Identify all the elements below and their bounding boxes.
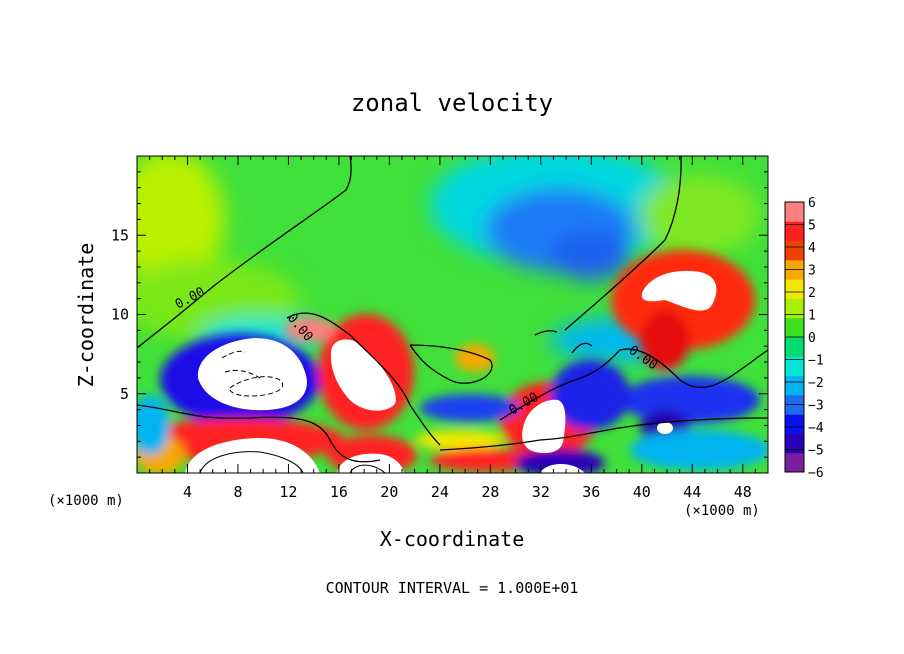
colorbar-label: 3	[808, 264, 816, 279]
x-multiplier-left: (×1000 m)	[48, 493, 124, 509]
colorbar-label: −5	[808, 444, 824, 459]
velocity-field: 0.00 0.00 0.00 0.00	[137, 156, 768, 473]
colorbar-label: 0	[808, 331, 816, 346]
colorbar-swatch	[785, 279, 804, 299]
x-tick-label: 8	[233, 483, 242, 501]
x-tick-label: 28	[481, 483, 499, 501]
colorbar-swatch	[785, 240, 804, 261]
colorbar-label: −3	[808, 399, 824, 414]
x-tick-label: 20	[380, 483, 398, 501]
colorbar-label: 2	[808, 286, 816, 301]
x-tick-label: 44	[683, 483, 701, 501]
colorbar-swatch	[785, 375, 804, 396]
colorbar-label: −1	[808, 354, 824, 369]
x-multiplier-right: (×1000 m)	[684, 503, 760, 519]
x-axis-label: X-coordinate	[380, 527, 525, 551]
x-tick-label: 36	[582, 483, 600, 501]
colorbar-swatch	[785, 317, 804, 338]
colorbar-swatch	[785, 337, 804, 357]
colorbar-swatch	[785, 433, 804, 454]
y-axis-label: Z-coordinate	[74, 243, 98, 388]
x-tick-label: 4	[183, 483, 192, 501]
colorbar: 6 5 4 3 2 1 0 −1 −2 −3 −4 −5 −6	[784, 196, 824, 481]
colorbar-label: 6	[808, 196, 816, 211]
y-tick-label: 5	[120, 385, 129, 403]
colorbar-label: 4	[808, 241, 816, 256]
colorbar-swatch	[785, 356, 804, 377]
x-tick-label: 40	[633, 483, 651, 501]
x-tick-label: 32	[532, 483, 550, 501]
colorbar-swatch	[785, 202, 804, 222]
colorbar-swatch	[785, 452, 804, 473]
colorbar-label: 1	[808, 309, 816, 324]
colorbar-swatch	[785, 221, 804, 242]
colorbar-label: −4	[808, 421, 824, 436]
colorbar-swatch	[785, 298, 804, 319]
x-tick-label: 16	[330, 483, 348, 501]
contour-interval-footer: CONTOUR INTERVAL = 1.000E+01	[326, 579, 579, 597]
x-axis: 4 8 12 16 20 24 28 32 36 40 44 48	[149, 156, 756, 501]
colorbar-swatch	[785, 414, 804, 434]
colorbar-label: −2	[808, 376, 824, 391]
y-tick-label: 15	[111, 226, 129, 244]
x-tick-label: 48	[734, 483, 752, 501]
chart-title: zonal velocity	[351, 89, 553, 117]
x-tick-label: 12	[279, 483, 297, 501]
colorbar-label: −6	[808, 466, 824, 481]
colorbar-label: 5	[808, 219, 816, 234]
y-tick-label: 10	[111, 306, 129, 324]
x-tick-label: 24	[431, 483, 449, 501]
y-axis: 5 10 15	[111, 171, 768, 458]
